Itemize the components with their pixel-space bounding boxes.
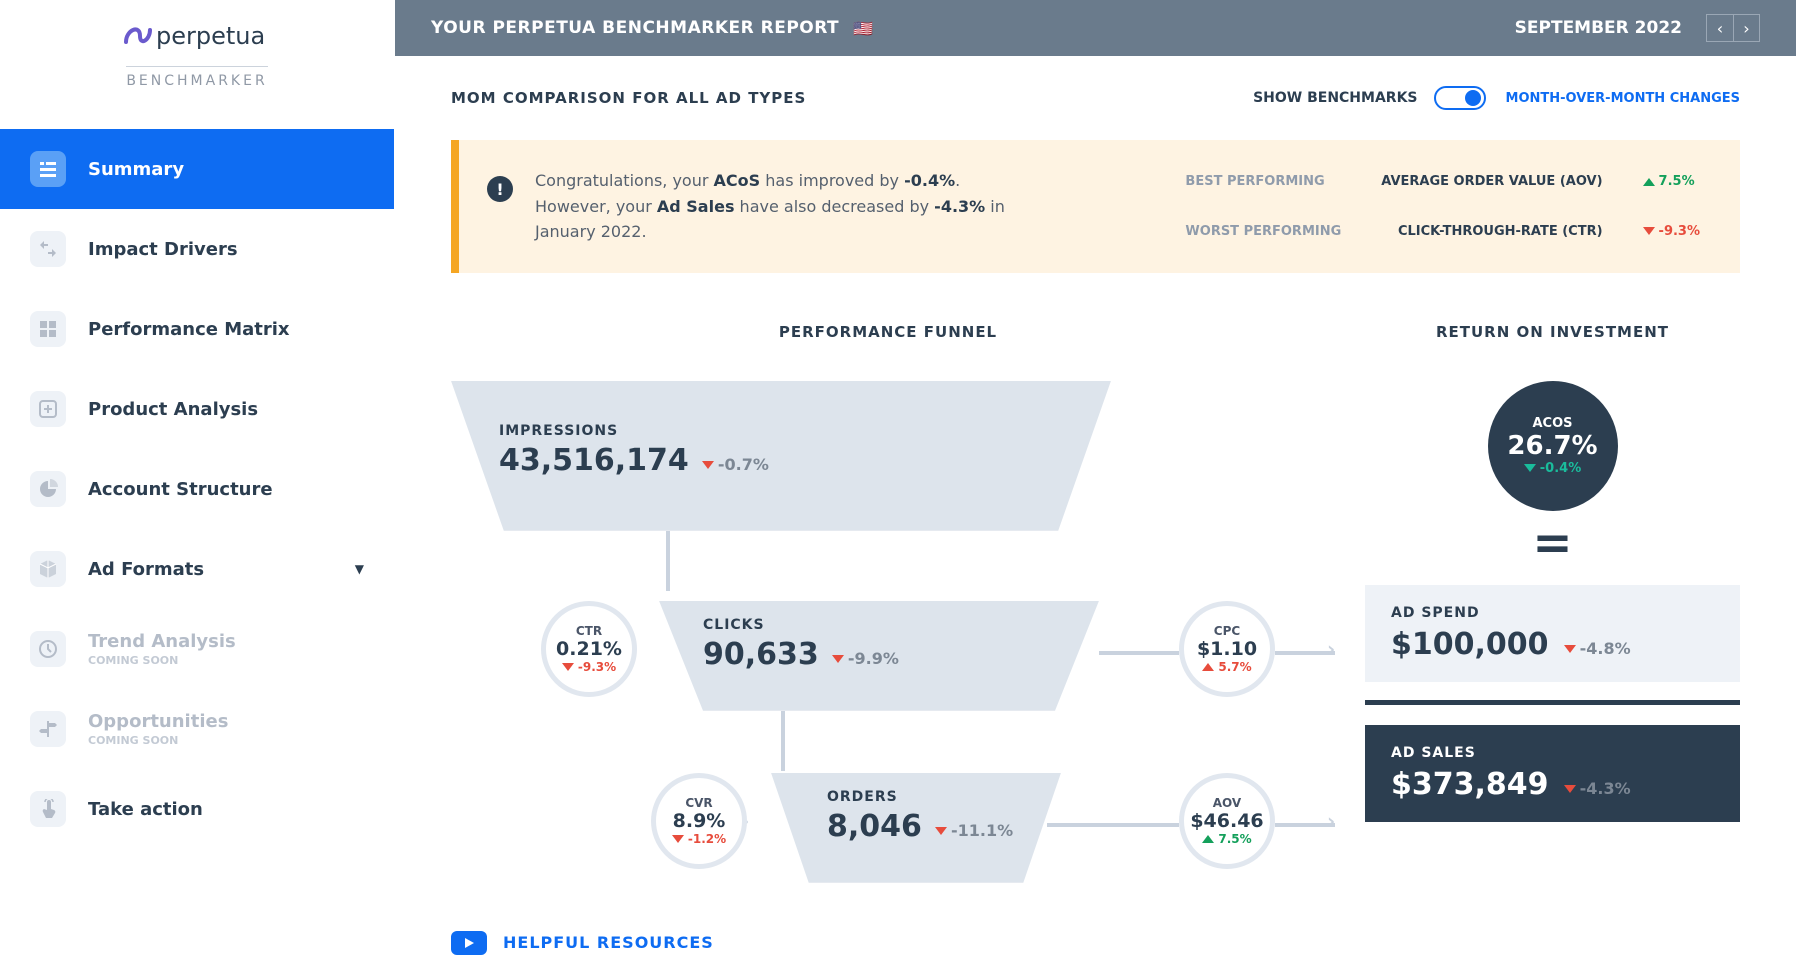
sidebar-item-label: Trend AnalysisCOMING SOON	[88, 631, 236, 667]
topbar-date: SEPTEMBER 2022	[1515, 18, 1682, 38]
sidebar: perpetua BENCHMARKER Summary Impact Drive…	[0, 0, 395, 956]
ad-spend-box: AD SPEND $100,000 -4.8%	[1365, 585, 1740, 682]
svg-text:perpetua: perpetua	[156, 22, 265, 50]
sidebar-item-opportunities: OpportunitiesCOMING SOON	[0, 689, 394, 769]
sidebar-item-label: Take action	[88, 799, 203, 820]
acos-circle: ACOS 26.7% -0.4%	[1488, 381, 1618, 511]
clock-icon	[30, 631, 66, 667]
plus-icon	[30, 391, 66, 427]
banner-message: Congratulations, your ACoS has improved …	[535, 168, 1015, 245]
sidebar-item-label: OpportunitiesCOMING SOON	[88, 711, 228, 747]
ad-sales-box: AD SALES $373,849 -4.3%	[1365, 725, 1740, 822]
topbar-title: YOUR PERPETUA BENCHMARKER REPORT	[431, 18, 839, 38]
arrows-icon	[30, 231, 66, 267]
sidebar-item-label: Product Analysis	[88, 399, 258, 420]
sidebar-item-trend-analysis: Trend AnalysisCOMING SOON	[0, 609, 394, 689]
funnel-title: PERFORMANCE FUNNEL	[451, 323, 1325, 341]
arrow-icon: ›	[1327, 809, 1335, 833]
helpful-label: HELPFUL RESOURCES	[503, 933, 714, 952]
roi-section: RETURN ON INVESTMENT ACOS 26.7% -0.4% = …	[1365, 323, 1740, 911]
aov-circle: AOV $46.46 7.5%	[1179, 773, 1275, 869]
clicks-block: CLICKS 90,633 -9.9%	[703, 617, 899, 672]
cpc-circle: CPC $1.10 5.7%	[1179, 601, 1275, 697]
list-icon	[30, 151, 66, 187]
sidebar-item-label: Summary	[88, 159, 184, 180]
subhead-title: MOM COMPARISON FOR ALL AD TYPES	[451, 89, 806, 107]
insight-banner: ! Congratulations, your ACoS has improve…	[451, 140, 1740, 273]
best-performing-name: AVERAGE ORDER VALUE (AOV)	[1381, 174, 1602, 189]
helpful-resources[interactable]: HELPFUL RESOURCES	[451, 931, 1740, 955]
content: MOM COMPARISON FOR ALL AD TYPES SHOW BEN…	[395, 56, 1796, 956]
sidebar-item-take-action[interactable]: Take action	[0, 769, 394, 849]
best-performing-delta: 7.5%	[1643, 174, 1700, 189]
arrow-icon: ›	[1327, 637, 1335, 661]
ctr-circle: CTR 0.21% -9.3%	[541, 601, 637, 697]
flag-icon: 🇺🇸	[853, 19, 873, 38]
exclamation-icon: !	[487, 176, 513, 202]
date-prev-button[interactable]: ‹	[1707, 15, 1733, 41]
sidebar-item-label: Account Structure	[88, 479, 273, 500]
sidebar-nav: Summary Impact Drivers Performance Matrix P…	[0, 129, 394, 849]
logo: perpetua BENCHMARKER	[0, 20, 394, 129]
tap-icon	[30, 791, 66, 827]
worst-performing-name: CLICK-THROUGH-RATE (CTR)	[1381, 224, 1602, 239]
equals-icon: =	[1365, 531, 1740, 555]
worst-performing-label: WORST PERFORMING	[1185, 224, 1341, 239]
show-benchmarks-label: SHOW BENCHMARKS	[1253, 90, 1417, 106]
date-next-button[interactable]: ›	[1733, 15, 1759, 41]
sidebar-item-account-structure[interactable]: Account Structure	[0, 449, 394, 529]
main-sections: PERFORMANCE FUNNEL › › › ›	[451, 323, 1740, 911]
banner-performance: BEST PERFORMING AVERAGE ORDER VALUE (AOV…	[1185, 168, 1700, 245]
sidebar-item-label: Ad Formats	[88, 559, 204, 580]
date-pager: ‹ ›	[1706, 14, 1760, 42]
divider-icon	[1365, 700, 1740, 705]
topbar: YOUR PERPETUA BENCHMARKER REPORT 🇺🇸 SEPT…	[395, 0, 1796, 56]
impressions-delta: -0.7%	[702, 455, 769, 474]
sidebar-item-performance-matrix[interactable]: Performance Matrix	[0, 289, 394, 369]
clicks-delta: -9.9%	[832, 649, 899, 668]
orders-block: ORDERS 8,046 -11.1%	[827, 789, 1013, 844]
funnel-section: PERFORMANCE FUNNEL › › › ›	[451, 323, 1325, 911]
main: YOUR PERPETUA BENCHMARKER REPORT 🇺🇸 SEPT…	[395, 0, 1796, 956]
chevron-down-icon: ▼	[355, 562, 364, 576]
benchmarks-toggle[interactable]	[1434, 86, 1486, 110]
sidebar-item-label: Performance Matrix	[88, 319, 290, 340]
logo-subtitle: BENCHMARKER	[126, 66, 267, 89]
mom-label: MONTH-OVER-MONTH CHANGES	[1506, 91, 1740, 106]
sidebar-item-summary[interactable]: Summary	[0, 129, 394, 209]
play-icon	[451, 931, 487, 955]
worst-performing-delta: -9.3%	[1643, 224, 1700, 239]
best-performing-label: BEST PERFORMING	[1185, 174, 1341, 189]
orders-delta: -11.1%	[935, 821, 1013, 840]
sidebar-item-label: Impact Drivers	[88, 239, 238, 260]
sign-icon	[30, 711, 66, 747]
perpetua-logo-icon: perpetua	[122, 20, 272, 54]
sidebar-item-ad-formats[interactable]: Ad Formats ▼	[0, 529, 394, 609]
matrix-icon	[30, 311, 66, 347]
pie-icon	[30, 471, 66, 507]
funnel-chart: › › › › IMPRESSIONS 43,516,174 -0.7%	[451, 381, 1325, 911]
box-icon	[30, 551, 66, 587]
sidebar-item-impact-drivers[interactable]: Impact Drivers	[0, 209, 394, 289]
impressions-block: IMPRESSIONS 43,516,174 -0.7%	[499, 423, 769, 478]
sidebar-item-product-analysis[interactable]: Product Analysis	[0, 369, 394, 449]
cvr-circle: CVR 8.9% -1.2%	[651, 773, 747, 869]
sub-header: MOM COMPARISON FOR ALL AD TYPES SHOW BEN…	[451, 86, 1740, 110]
roi-title: RETURN ON INVESTMENT	[1365, 323, 1740, 341]
